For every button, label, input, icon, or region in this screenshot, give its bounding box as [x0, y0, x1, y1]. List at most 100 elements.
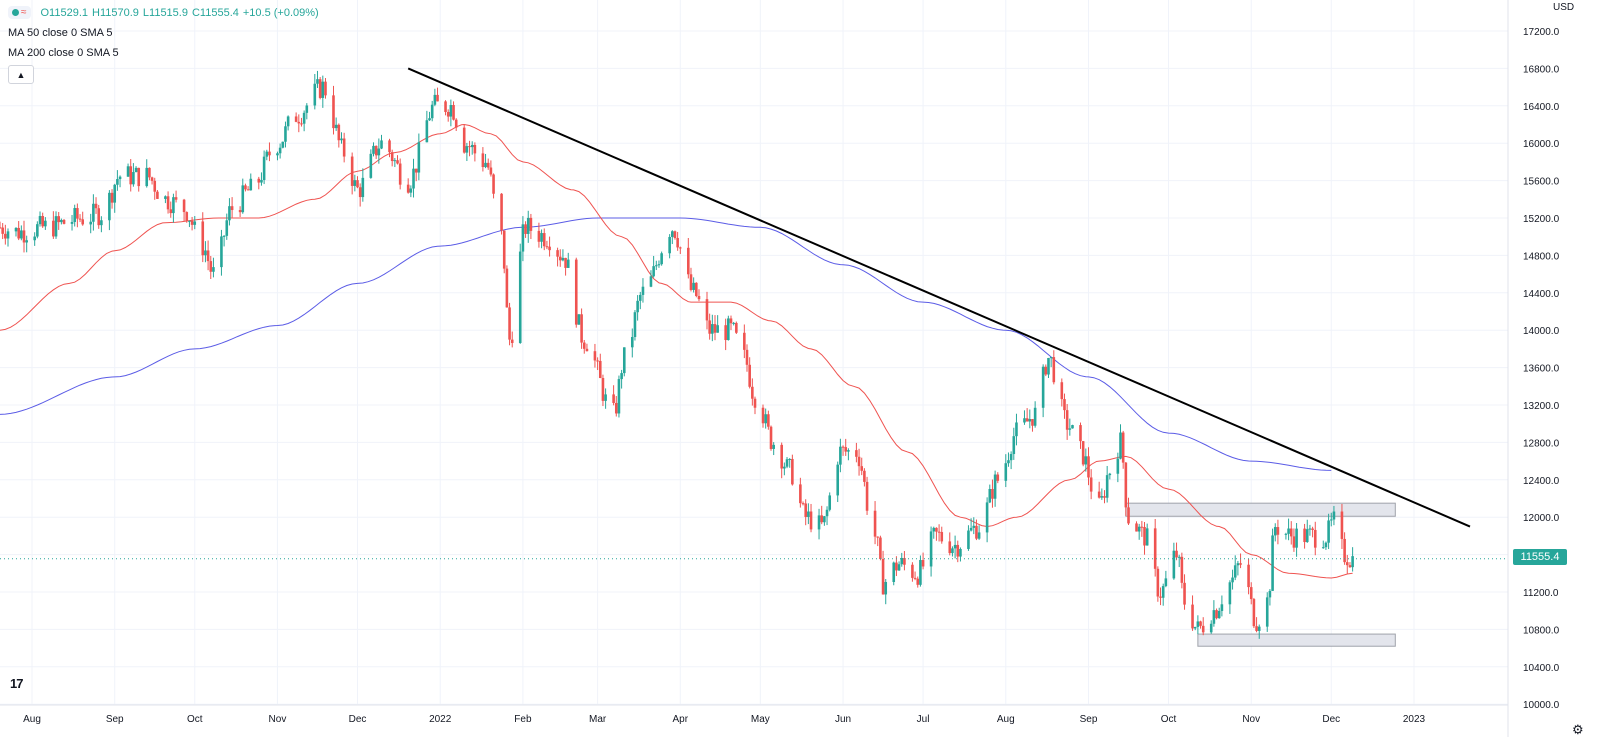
- candle-body: [689, 274, 693, 290]
- candle-body: [959, 548, 962, 557]
- candle-body: [1271, 535, 1274, 591]
- candle-body: [524, 224, 527, 234]
- candle-body: [1305, 529, 1309, 543]
- candle: [788, 458, 791, 468]
- settings-gear-icon[interactable]: ⚙: [1572, 722, 1584, 737]
- candle-body: [190, 220, 194, 225]
- candle-body: [337, 124, 341, 141]
- candle: [676, 231, 679, 251]
- candle-body: [1329, 519, 1333, 521]
- candle: [73, 204, 77, 227]
- candle-body: [201, 221, 205, 256]
- candle: [1156, 566, 1160, 602]
- candle: [1081, 440, 1085, 467]
- candle: [564, 257, 567, 276]
- candle-body: [809, 511, 813, 530]
- candle-body: [132, 172, 135, 185]
- candle-body: [153, 180, 157, 192]
- candle-body: [1060, 382, 1064, 400]
- candle-body: [1108, 473, 1112, 476]
- candle-body: [406, 184, 410, 193]
- price-tick-label: 15600.0: [1523, 177, 1560, 188]
- candle-body: [1313, 529, 1317, 548]
- candle-body: [951, 548, 954, 554]
- candle: [36, 221, 39, 239]
- candle-body: [281, 141, 285, 148]
- candle: [294, 112, 298, 123]
- ma200-legend[interactable]: MA 200 close 0 SMA 5: [8, 47, 119, 59]
- candle: [76, 203, 79, 228]
- candle-body: [641, 286, 645, 295]
- candle: [412, 158, 415, 198]
- candle-body: [1172, 550, 1176, 579]
- candle-body: [529, 217, 533, 231]
- candle-body: [313, 83, 317, 106]
- candle-body: [481, 153, 485, 168]
- candle-body: [649, 276, 653, 287]
- candle: [697, 289, 701, 302]
- candle: [636, 295, 639, 321]
- candle: [505, 265, 509, 308]
- candle-body: [687, 247, 690, 275]
- candle: [529, 213, 533, 240]
- candle: [225, 213, 229, 240]
- candle: [1068, 418, 1072, 436]
- collapse-legend-button[interactable]: ▲: [8, 65, 34, 84]
- candle: [1228, 580, 1232, 614]
- candle: [1295, 523, 1298, 557]
- candle: [100, 216, 103, 233]
- currency-label[interactable]: USD: [1553, 2, 1575, 13]
- candle: [598, 353, 602, 379]
- candle: [137, 167, 141, 192]
- time-tick-label: Sep: [1080, 714, 1098, 725]
- candle: [1329, 512, 1333, 527]
- candle-body: [1191, 604, 1194, 629]
- candle-body: [1004, 463, 1008, 481]
- candle: [1145, 523, 1149, 546]
- candle: [470, 141, 474, 155]
- ma50-legend[interactable]: MA 50 close 0 SMA 5: [8, 27, 113, 39]
- candle: [1028, 409, 1032, 429]
- candle: [1049, 356, 1053, 368]
- candle: [767, 410, 770, 430]
- candle-body: [377, 148, 381, 156]
- candle-body: [526, 217, 530, 234]
- candle-body: [1332, 511, 1336, 520]
- candle-body: [1175, 550, 1178, 558]
- symbol-badge[interactable]: ≈: [8, 6, 31, 19]
- candle-body: [633, 312, 637, 337]
- candle: [745, 344, 749, 372]
- candle-body: [1239, 563, 1242, 565]
- candle: [641, 278, 645, 303]
- candle: [1217, 607, 1221, 619]
- candle: [1199, 620, 1202, 629]
- candle-body: [537, 230, 541, 242]
- candle: [556, 247, 559, 267]
- candle-body: [1351, 556, 1354, 568]
- candle: [278, 143, 282, 159]
- candle-body: [433, 94, 437, 105]
- candle-body: [246, 189, 250, 191]
- time-tick-label: Dec: [1322, 714, 1340, 725]
- candle-body: [470, 144, 474, 148]
- price-tick-label: 16400.0: [1523, 102, 1560, 113]
- candle-body: [100, 220, 103, 226]
- candle-body: [257, 178, 261, 183]
- candle-body: [412, 168, 415, 189]
- candle-body: [70, 221, 74, 224]
- candle: [1108, 472, 1112, 480]
- candle: [174, 190, 178, 203]
- candle: [1007, 452, 1010, 467]
- candle: [711, 314, 714, 342]
- candle: [855, 442, 858, 463]
- candle-body: [548, 246, 551, 251]
- tradingview-logo-icon[interactable]: 17: [10, 676, 24, 691]
- candle-body: [780, 444, 783, 469]
- candle-body: [449, 105, 453, 117]
- candle-body: [60, 219, 63, 223]
- candle: [1236, 560, 1240, 576]
- price-tick-label: 17200.0: [1523, 27, 1560, 38]
- candle: [134, 166, 138, 173]
